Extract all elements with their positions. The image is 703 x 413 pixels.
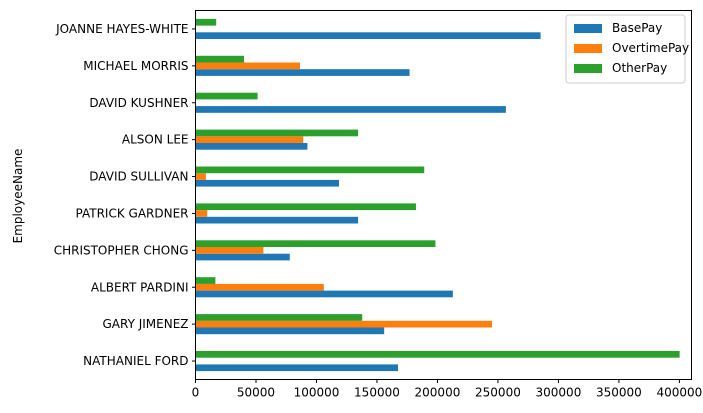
- y-tick-label: MICHAEL MORRIS: [83, 59, 188, 73]
- bar-otherpay-david-sullivan: [195, 166, 425, 174]
- y-tick-label: DAVID SULLIVAN: [89, 170, 188, 184]
- x-tick-label: 250000: [475, 386, 521, 400]
- legend-swatch-otherpay: [574, 64, 602, 73]
- bar-overtimepay-david-sullivan: [195, 173, 206, 180]
- bar-basepay-christopher-chong: [195, 253, 290, 261]
- x-tick-label: 150000: [354, 386, 400, 400]
- bar-otherpay-albert-pardini: [195, 277, 216, 284]
- bar-overtimepay-michael-morris: [195, 62, 300, 70]
- bar-basepay-gary-jimenez: [195, 327, 385, 335]
- bar-otherpay-david-kushner: [195, 92, 258, 100]
- y-tick-label: DAVID KUSHNER: [89, 96, 188, 110]
- y-tick-label: PATRICK GARDNER: [76, 206, 189, 220]
- bar-basepay-nathaniel-ford: [195, 364, 399, 372]
- y-tick-label: ALBERT PARDINI: [91, 280, 189, 294]
- bar-otherpay-nathaniel-ford: [195, 351, 680, 358]
- legend-label-overtimepay: OvertimePay: [612, 41, 689, 55]
- x-ticks-group: 0 50000 100000 150000 200000 250000 300000 3500…: [192, 379, 702, 400]
- plot-frame: [195, 10, 692, 380]
- y-axis-title: EmployeeName: [11, 149, 25, 244]
- y-tick-label: ALSON LEE: [122, 133, 189, 147]
- x-tick-label: 200000: [415, 386, 461, 400]
- x-tick-label: 50000: [237, 386, 275, 400]
- x-tick-label: 400000: [656, 386, 702, 400]
- bar-otherpay-alson-lee: [195, 129, 359, 137]
- bar-overtimepay-patrick-gardner: [195, 210, 208, 217]
- legend: BasePay OvertimePay OtherPay: [565, 14, 689, 84]
- x-tick-label: 300000: [536, 386, 582, 400]
- bar-basepay-david-sullivan: [195, 179, 339, 187]
- bar-overtimepay-alson-lee: [195, 136, 304, 143]
- bar-overtimepay-gary-jimenez: [195, 320, 493, 328]
- legend-label-otherpay: OtherPay: [612, 61, 667, 75]
- bar-otherpay-christopher-chong: [195, 240, 436, 247]
- bar-basepay-patrick-gardner: [195, 216, 359, 224]
- x-tick-label: 350000: [596, 386, 642, 400]
- y-tick-label: GARY JIMENEZ: [102, 317, 188, 331]
- bar-overtimepay-christopher-chong: [195, 247, 264, 254]
- bar-otherpay-joanne-hayes-white: [195, 18, 217, 26]
- bar-basepay-albert-pardini: [195, 290, 453, 298]
- legend-swatch-overtimepay: [574, 44, 602, 53]
- bar-overtimepay-albert-pardini: [195, 283, 324, 291]
- x-tick-label: 0: [192, 386, 200, 400]
- bar-basepay-david-kushner: [195, 106, 506, 113]
- legend-label-basepay: BasePay: [612, 21, 662, 35]
- bar-otherpay-patrick-gardner: [195, 203, 416, 211]
- y-tick-label: CHRISTOPHER CHONG: [54, 243, 189, 257]
- bar-otherpay-michael-morris: [195, 55, 245, 63]
- legend-swatch-basepay: [574, 24, 602, 33]
- x-tick-label: 100000: [294, 386, 340, 400]
- bar-basepay-alson-lee: [195, 143, 308, 150]
- y-ticks-group: NATHANIEL FORD GARY JIMENEZ ALBERT PARDINI…: [54, 22, 196, 368]
- bars-group: [195, 18, 680, 372]
- bar-basepay-joanne-hayes-white: [195, 32, 541, 39]
- y-tick-label: JOANNE HAYES-WHITE: [55, 22, 188, 36]
- bar-otherpay-gary-jimenez: [195, 314, 363, 321]
- y-tick-label: NATHANIEL FORD: [83, 354, 188, 368]
- bar-basepay-michael-morris: [195, 69, 410, 76]
